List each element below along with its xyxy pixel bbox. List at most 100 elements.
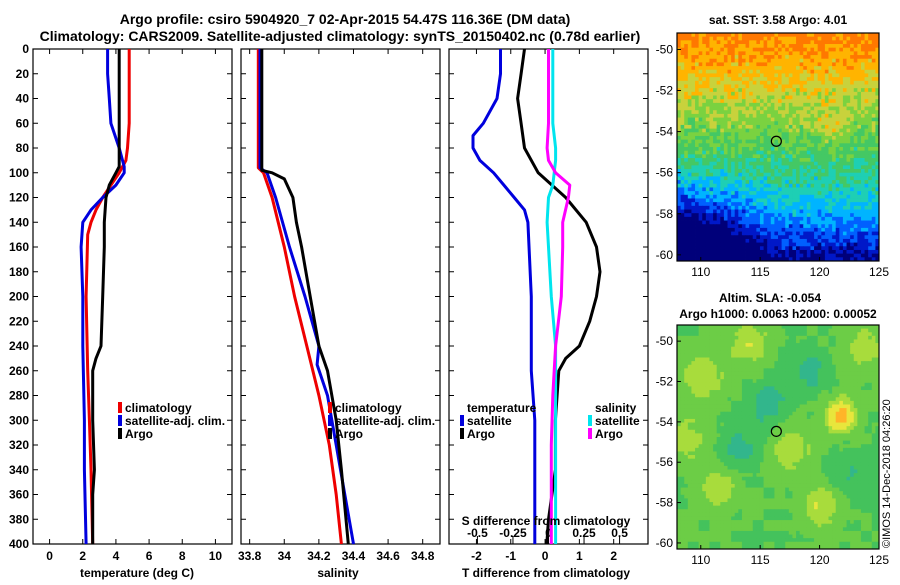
map-cell	[818, 401, 822, 405]
map-cell	[720, 243, 724, 247]
map-cell	[821, 198, 825, 202]
map-cell	[774, 336, 778, 340]
map-cell	[709, 169, 713, 173]
map-cell	[868, 191, 872, 195]
map-cell	[872, 33, 876, 37]
map-cell	[850, 165, 854, 169]
map-cell	[717, 44, 721, 48]
map-cell	[850, 96, 854, 100]
map-cell	[691, 110, 695, 114]
map-cell	[691, 62, 695, 66]
map-cell	[839, 151, 843, 155]
map-cell	[728, 254, 732, 258]
map-cell	[825, 343, 829, 347]
map-cell	[720, 187, 724, 191]
map-cell	[746, 187, 750, 191]
map-cell	[818, 77, 822, 81]
map-cell	[691, 250, 695, 254]
map-cell	[785, 343, 789, 347]
map-cell	[829, 44, 833, 48]
map-cell	[825, 40, 829, 44]
map-cell	[699, 224, 703, 228]
map-cell	[717, 224, 721, 228]
map-cell	[717, 40, 721, 44]
map-cell	[854, 383, 858, 387]
depth-tick-label: 180	[9, 265, 29, 279]
map-cell	[684, 132, 688, 136]
map-cell	[814, 401, 818, 405]
map-cell	[810, 99, 814, 103]
map-cell	[749, 70, 753, 74]
map-cell	[782, 118, 786, 122]
map-cell	[854, 339, 858, 343]
map-cell	[756, 206, 760, 210]
map-cell	[850, 110, 854, 114]
map-cell	[756, 73, 760, 77]
map-cell	[749, 62, 753, 66]
map-cell	[709, 347, 713, 351]
map-cell	[728, 354, 732, 358]
map-cell	[735, 129, 739, 133]
map-cell	[803, 213, 807, 217]
map-cell	[691, 162, 695, 166]
map-cell	[699, 246, 703, 250]
map-cell	[738, 48, 742, 52]
map-cell	[724, 224, 728, 228]
map-cell	[814, 143, 818, 147]
map-cell	[854, 213, 858, 217]
map-cell	[800, 66, 804, 70]
map-cell	[861, 92, 865, 96]
map-cell	[872, 368, 876, 372]
map-cell	[717, 332, 721, 336]
map-cell	[749, 173, 753, 177]
map-cell	[800, 379, 804, 383]
map-cell	[829, 239, 833, 243]
map-cell	[756, 136, 760, 140]
map-cell	[771, 221, 775, 225]
map-cell	[774, 358, 778, 362]
map-cell	[814, 77, 818, 81]
map-cell	[836, 70, 840, 74]
map-cell	[695, 59, 699, 63]
map-cell	[717, 361, 721, 365]
map-cell	[709, 350, 713, 354]
map-cell	[684, 246, 688, 250]
map-cell	[756, 59, 760, 63]
map-cell	[814, 62, 818, 66]
map-cell	[850, 368, 854, 372]
map-cell	[865, 162, 869, 166]
map-cell	[843, 332, 847, 336]
map-cell	[839, 129, 843, 133]
map-cell	[850, 372, 854, 376]
map-cell	[767, 358, 771, 362]
map-cell	[695, 73, 699, 77]
map-cell	[843, 180, 847, 184]
map-cell	[839, 336, 843, 340]
map-cell	[713, 132, 717, 136]
map-cell	[825, 325, 829, 329]
map-cell	[792, 129, 796, 133]
map-cell	[821, 48, 825, 52]
map-cell	[706, 73, 710, 77]
map-cell	[695, 77, 699, 81]
map-cell	[796, 136, 800, 140]
map-cell	[756, 210, 760, 214]
map-cell	[706, 81, 710, 85]
map-cell	[814, 59, 818, 63]
map-cell	[836, 224, 840, 228]
map-cell	[850, 243, 854, 247]
map-cell	[706, 390, 710, 394]
map-cell	[709, 62, 713, 66]
map-cell	[720, 73, 724, 77]
map-cell	[807, 187, 811, 191]
map-cell	[717, 202, 721, 206]
map-cell	[796, 210, 800, 214]
map-cell	[684, 354, 688, 358]
map-cell	[713, 354, 717, 358]
map-cell	[749, 368, 753, 372]
map-cell	[814, 228, 818, 232]
map-cell	[785, 158, 789, 162]
map-cell	[872, 81, 876, 85]
map-cell	[854, 96, 858, 100]
map-cell	[857, 254, 861, 258]
